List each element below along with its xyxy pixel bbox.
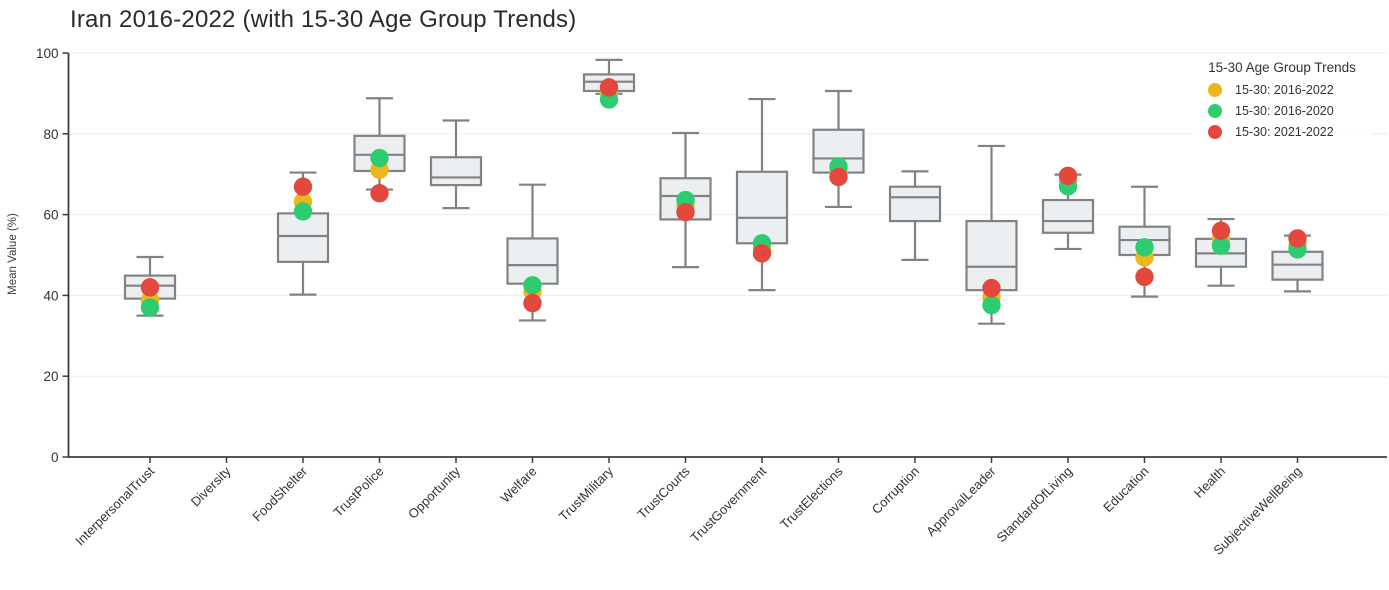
trend-dot-15-302021-2022-trustmilitary: [599, 78, 619, 97]
legend-item-label: 15-30: 2016-2022: [1235, 82, 1334, 97]
y-tick-label: 20: [43, 369, 58, 384]
trend-dot-15-302021-2022-trustgovernment: [752, 244, 772, 263]
y-tick-label: 40: [43, 288, 58, 303]
x-tick-label-trustmilitary: TrustMilitary: [556, 463, 617, 524]
box-opportunity: [429, 156, 483, 187]
x-tick-label-approvalleader: ApprovalLeader: [923, 463, 999, 539]
x-tick-label-welfare: Welfare: [498, 464, 540, 506]
box-trustgovernment: [735, 170, 789, 245]
trend-dot-15-302016-2020-education: [1135, 238, 1154, 257]
x-tick-label-interpersonaltrust: InterpersonalTrust: [72, 463, 157, 548]
trend-dot-15-302021-2022-trustpolice: [370, 183, 389, 203]
box-foodshelter: [276, 212, 330, 263]
x-tick-label-trustelections: TrustElections: [777, 463, 846, 532]
trend-dot-15-302021-2022-approvalleader: [982, 278, 1001, 298]
trend-dot-15-302021-2022-subjectivewellbeing: [1288, 229, 1307, 248]
x-tick-label-health: Health: [1191, 464, 1228, 501]
x-tick-label-trustpolice: TrustPolice: [330, 464, 386, 520]
trend-dot-15-302021-2022-interpersonaltrust: [140, 278, 160, 297]
legend-item-label: 15-30: 2021-2022: [1235, 124, 1334, 139]
legend-rows: 15-30: 2016-2022 15-30: 2016-2020 15-30: 2…: [1192, 79, 1372, 142]
trend-dot-15-302021-2022-health: [1211, 221, 1231, 240]
y-tick-label: 80: [43, 127, 58, 142]
box-standardofliving: [1041, 198, 1095, 234]
chart-title: Iran 2016-2022 (with 15-30 Age Group Tre…: [70, 6, 577, 33]
x-tick-label-foodshelter: FoodShelter: [249, 463, 310, 524]
x-tick-label-opportunity: Opportunity: [405, 463, 463, 521]
trend-dot-15-302016-2020-foodshelter: [293, 202, 313, 221]
legend-dot-icon: [1208, 124, 1222, 139]
legend-dot-icon: [1208, 82, 1222, 97]
trend-dot-15-302016-2020-health: [1211, 236, 1231, 255]
y-tick-label: 60: [43, 208, 58, 223]
legend-title: 15-30 Age Group Trends: [1208, 60, 1356, 75]
legend: 15-30 Age Group Trends 15-30: 2016-2022 1…: [1192, 60, 1372, 142]
trend-dot-15-302016-2020-approvalleader: [982, 295, 1001, 315]
y-tick-label: 100: [36, 46, 59, 61]
trend-dot-15-302016-2020-trustpolice: [370, 148, 389, 168]
trend-dot-15-302021-2022-trustcourts: [676, 202, 695, 222]
legend-item-label: 15-30: 2016-2020: [1235, 103, 1334, 118]
x-tick-label-corruption: Corruption: [869, 464, 923, 518]
x-tick-label-education: Education: [1100, 464, 1151, 515]
trend-dot-15-302016-2020-welfare: [523, 276, 542, 295]
trend-dot-15-302021-2022-standardofliving: [1058, 166, 1078, 186]
trend-dot-15-302021-2022-education: [1135, 267, 1154, 287]
x-tick-label-diversity: Diversity: [188, 463, 234, 509]
x-tick-label-trustgovernment: TrustGovernment: [687, 463, 769, 545]
y-tick-label: 0: [51, 450, 59, 465]
legend-dot-icon: [1208, 103, 1222, 118]
trend-dot-15-302021-2022-welfare: [523, 293, 542, 313]
box-corruption: [888, 185, 942, 223]
trend-dot-15-302021-2022-foodshelter: [293, 177, 313, 196]
box-approvalleader: [965, 219, 1018, 292]
legend-item: 15-30: 2016-2022: [1192, 79, 1372, 100]
trend-dot-15-302016-2020-interpersonaltrust: [140, 298, 160, 317]
x-tick-label-trustcourts: TrustCourts: [634, 463, 693, 522]
legend-item: 15-30: 2016-2020: [1192, 100, 1372, 121]
legend-item: 15-30: 2021-2022: [1192, 121, 1372, 142]
x-tick-label-standardofliving: StandardOfLiving: [993, 464, 1075, 546]
trend-dot-15-302021-2022-trustelections: [829, 167, 848, 187]
